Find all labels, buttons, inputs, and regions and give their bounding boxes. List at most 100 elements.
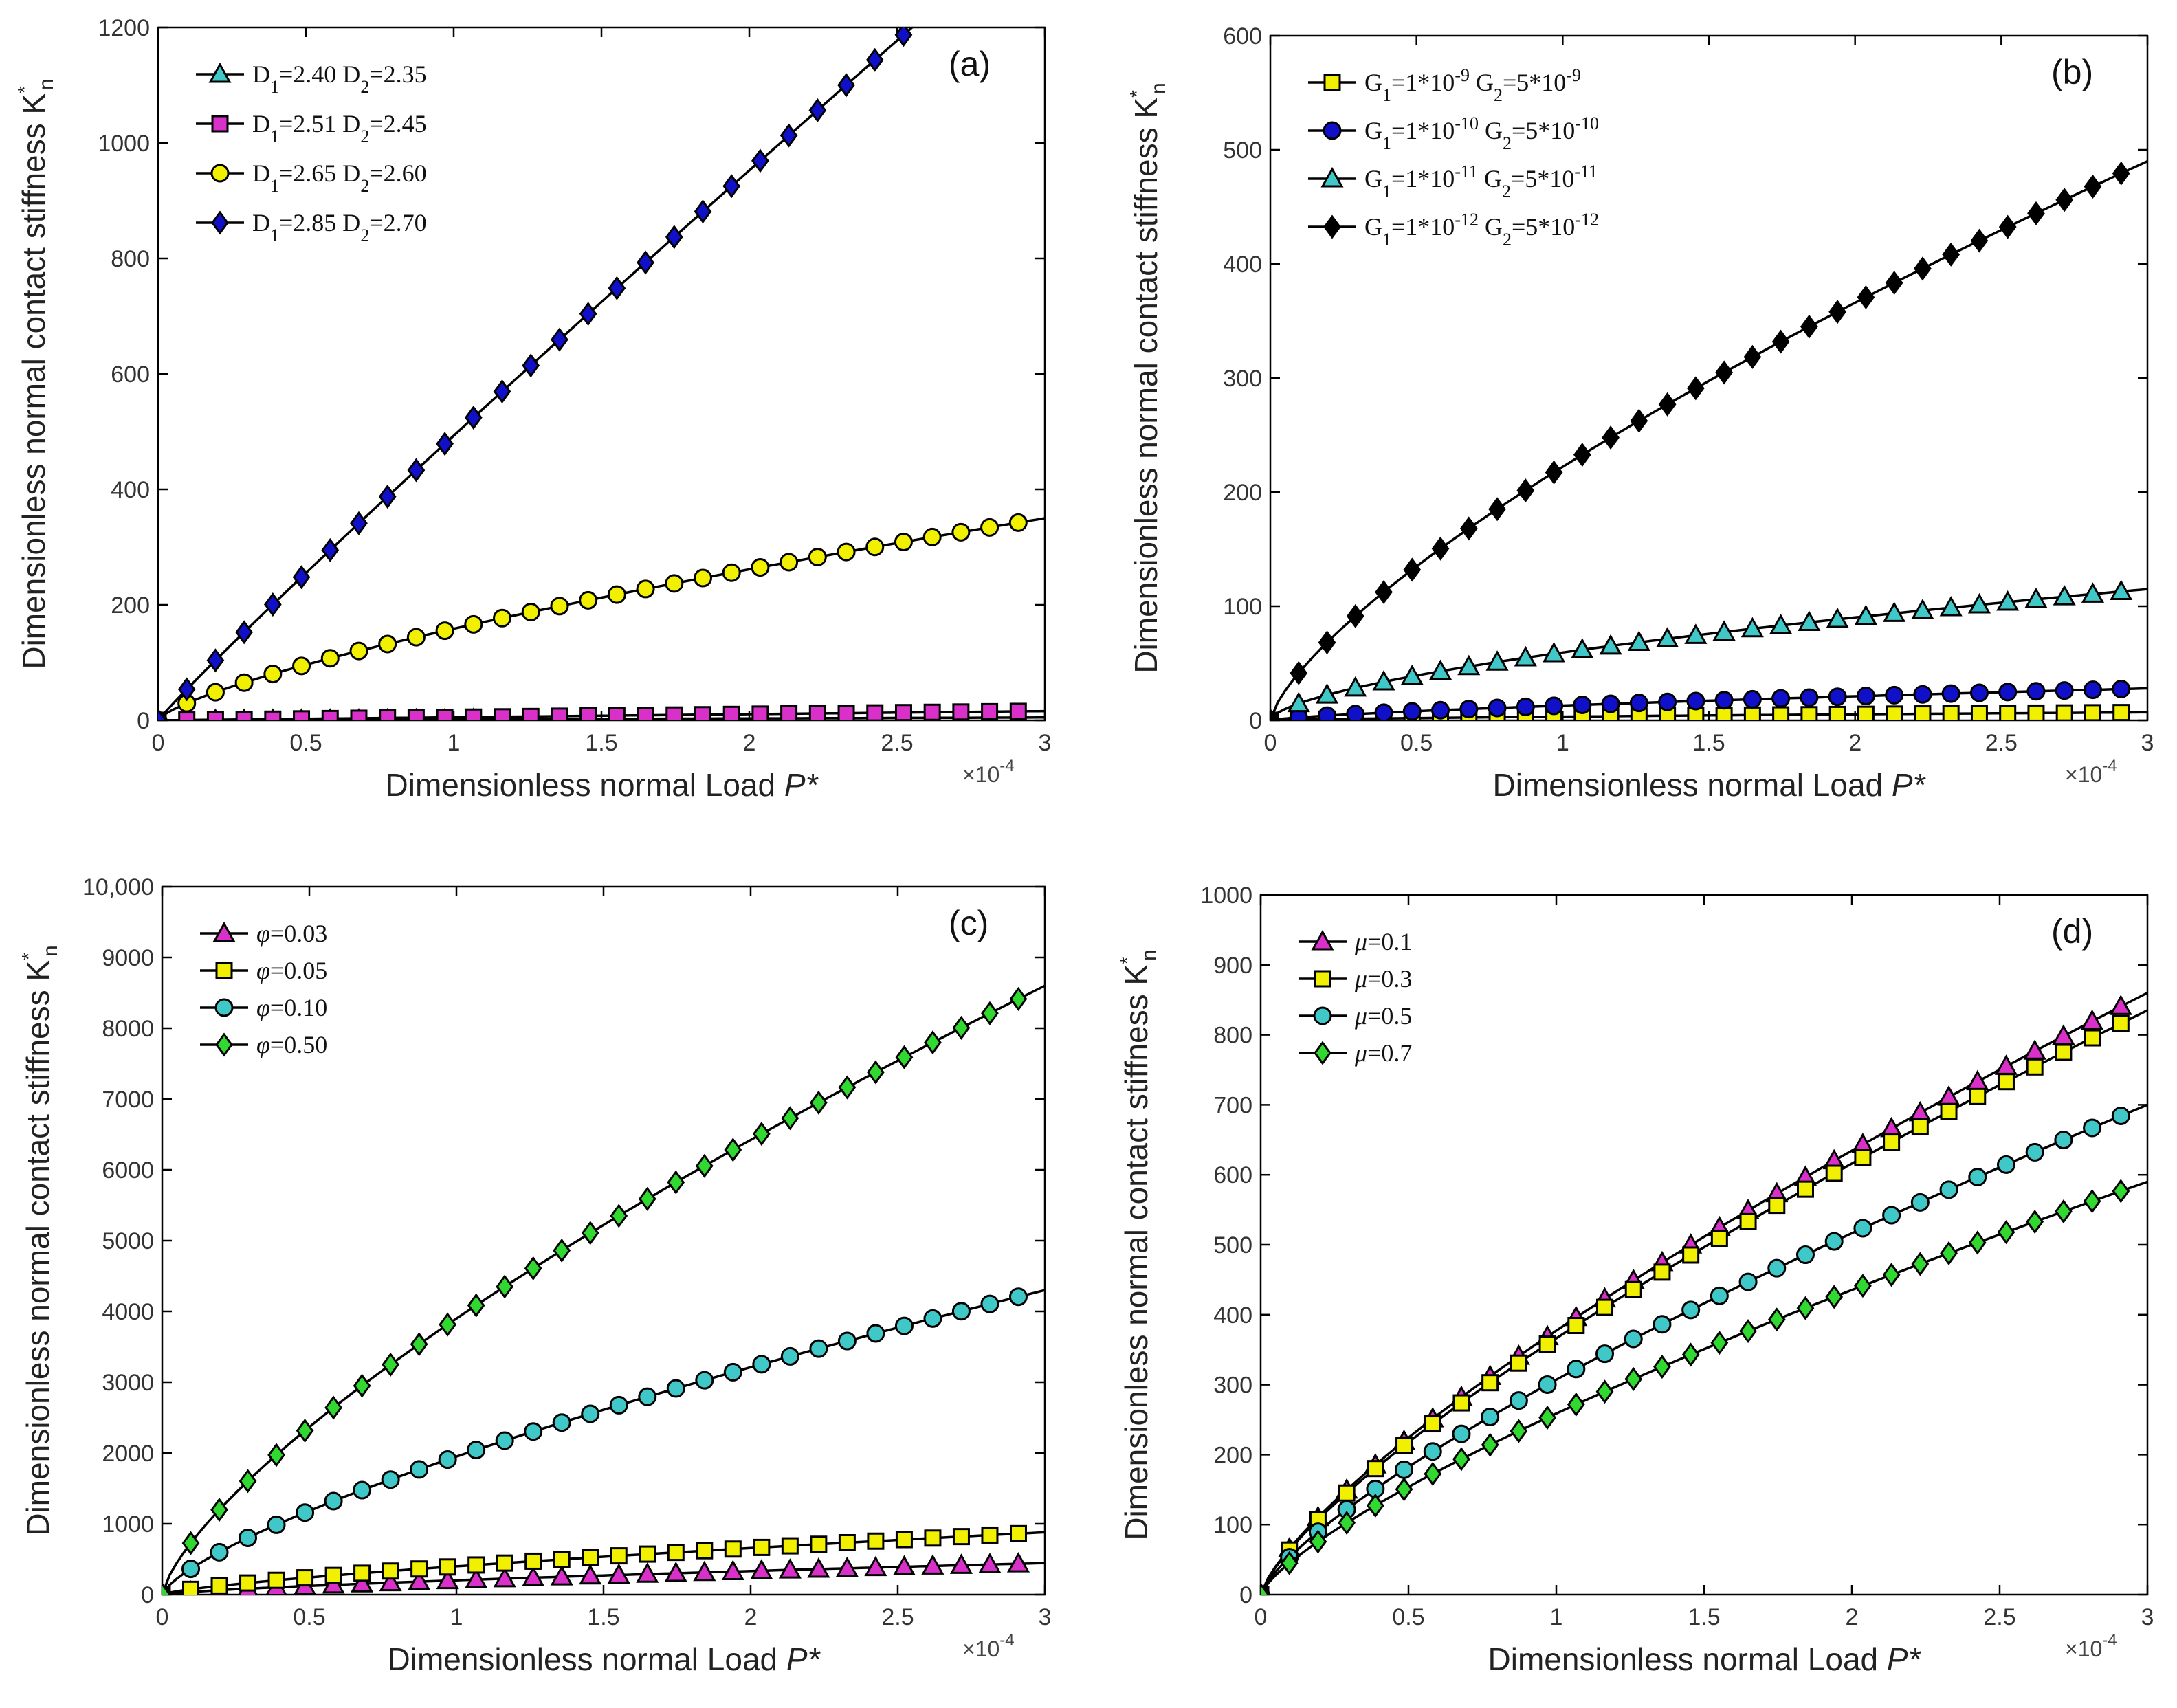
legend-marker [1311,929,1334,951]
data-point [1798,610,1821,631]
data-point [267,1443,285,1467]
panel-b: 0 0.5 1 1.5 2 2.5 3 0 100 200 300 400 500 600 ×10-4 Dim… [1126,23,2154,803]
data-point [1937,1085,1960,1106]
legend-label-part: -12 [1575,210,1599,230]
legend-label-part: G [1479,117,1503,144]
data-point [1318,706,1337,720]
data-point [1940,1102,1958,1120]
series-3 [1261,1103,2147,1595]
panel-label: (b) [2051,53,2093,91]
legend-label-part: =5*10 [1512,213,1575,241]
y-axis-label-text: Dimensionless normal contact stiffness K [1118,964,1154,1540]
data-point [1344,676,1367,697]
legend-marker [208,62,232,83]
data-point [923,703,941,720]
x-multiplier-exponent: -4 [999,757,1014,775]
data-point [865,537,885,557]
data-point [292,565,311,590]
data-point [1009,986,1028,1011]
data-point [1911,599,1934,619]
data-point [1287,691,1310,713]
legend-label-part: G [1364,213,1382,241]
data-point [1856,687,1875,706]
panel-label: (c) [949,904,988,942]
legend-label-part: =5*10 [1503,69,1566,96]
data-point [1400,664,1424,685]
y-axis-label: Dimensionless normal contact stiffness K… [18,945,62,1535]
x-tick-label: 2 [1846,1604,1859,1630]
legend-label-part: 2 [1503,230,1512,249]
data-point [607,585,626,604]
data-area [1261,991,2147,1595]
data-point [923,1309,942,1328]
legend-label-part: =2.35 [369,60,426,88]
x-tick-label: 0.5 [293,1604,325,1630]
x-tick-label: 3 [2141,730,2154,756]
data-point [1545,460,1563,485]
data-point [2055,681,2074,700]
data-point [1739,1319,1757,1344]
data-point [2026,1058,2044,1076]
data-point [1738,1272,1758,1291]
series-3 [1270,579,2147,720]
x-tick-label: 0.5 [1392,1604,1424,1630]
legend-label-part: =0.05 [270,957,327,984]
data-point [1009,702,1027,720]
x-tick-label: 0.5 [289,730,322,756]
x-multiplier: ×10-4 [962,1631,1015,1661]
data-point [1573,695,1592,714]
data-point [553,1238,571,1263]
data-point [353,1373,371,1398]
x-tick-label: 2 [743,730,756,756]
data-point [1996,1155,2015,1174]
data-point [781,1537,799,1555]
y-tick-label: 600 [1223,23,1262,49]
data-point [493,1566,516,1588]
y-tick-label: 1200 [98,15,150,41]
data-point [1828,687,1847,707]
data-point [321,537,340,562]
legend-label-part: 1 [1382,181,1391,201]
data-point [579,302,597,326]
data-point [894,533,913,552]
data-point [206,648,225,673]
data-point [2083,1118,2102,1138]
y-tick-label: 800 [111,246,150,272]
legend-label-part: =1*10 [1391,165,1455,192]
data-point [752,1122,771,1146]
data-point [1828,300,1847,324]
x-tick-label: 1.5 [1692,730,1725,756]
data-point [810,1535,828,1553]
data-point [1997,1220,2015,1245]
legend-label-part: =2.60 [369,159,426,187]
legend-label-part: μ [1354,928,1367,955]
data-point [239,1469,257,1494]
data-point [895,1531,913,1549]
data-point [1883,1133,1901,1151]
legend-label-part: =0.50 [270,1031,327,1058]
data-point [410,1332,428,1357]
legend-label-part: =5*10 [1511,165,1574,192]
data-point [1998,683,2018,702]
x-multiplier-exponent: -4 [2102,1631,2117,1650]
data-point [1629,694,1648,713]
x-tick-label: 0.5 [1400,730,1433,756]
data-point [1682,1246,1700,1264]
data-point [1509,1391,1528,1410]
y-tick-label: 300 [1213,1373,1252,1399]
data-point [267,1515,286,1534]
data-point [1624,1366,1643,1391]
data-point [951,1302,971,1321]
legend-label-part: μ [1354,1039,1367,1067]
y-axis-label-sup: * [1116,957,1138,964]
data-point [664,1561,687,1582]
data-point [1800,688,1819,707]
x-tick-label: 2.5 [1983,1604,2015,1630]
y-axis-label-text: Dimensionless normal contact stiffness K [1128,98,1164,674]
data-point [608,276,626,300]
data-point [435,621,454,641]
legend-item: μ=0.5 [1299,1002,1412,1030]
x-tick-label: 3 [1039,730,1052,756]
legend-item: G1=1*10-11 G2=5*10-11 [1308,162,1598,201]
